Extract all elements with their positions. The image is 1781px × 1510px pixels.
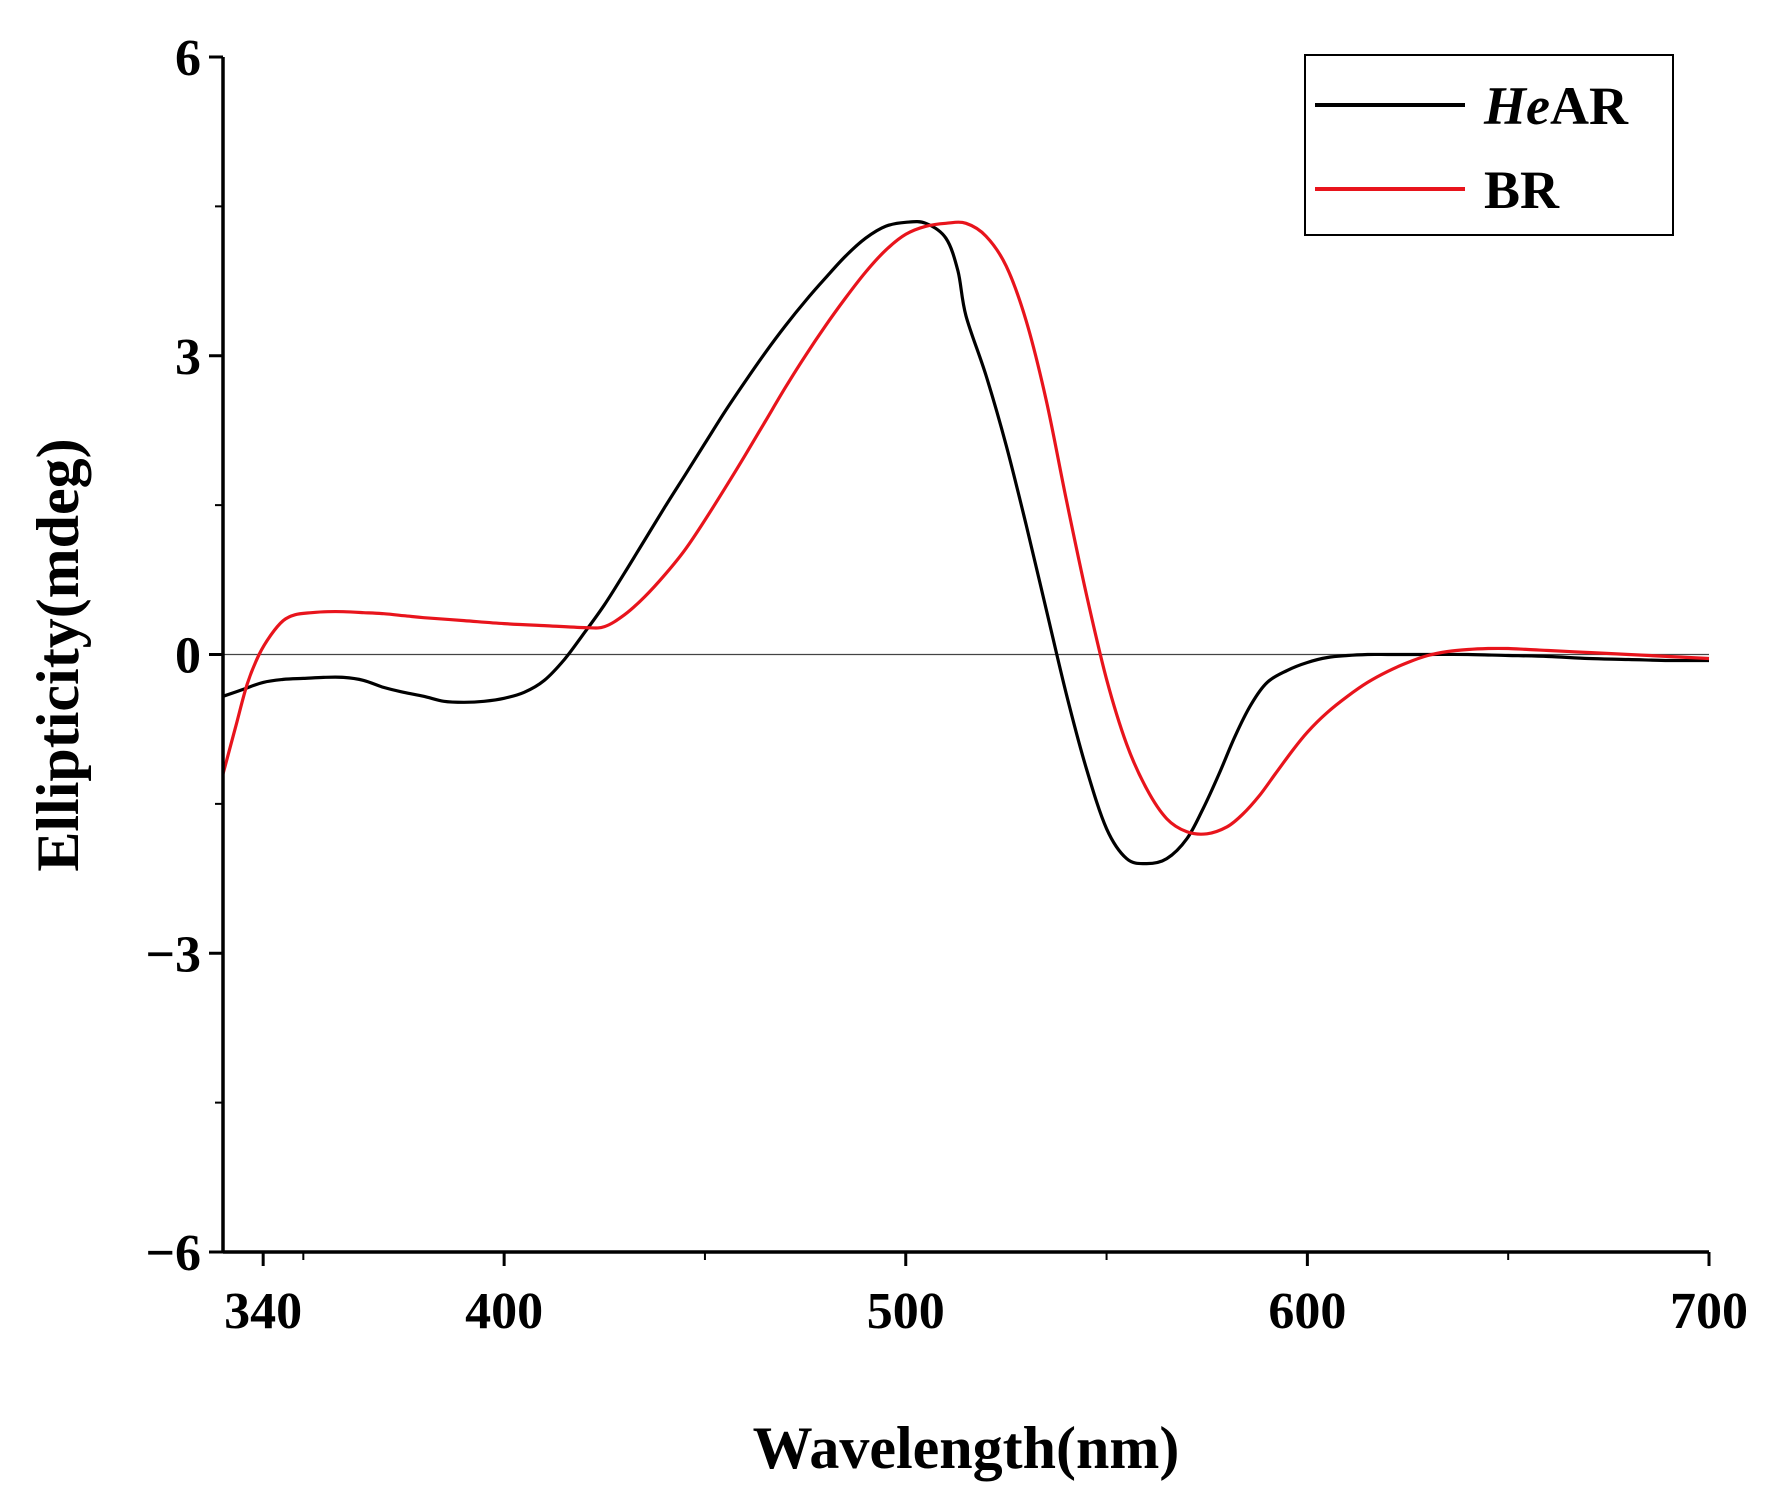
y-tick-label: 3 <box>175 329 201 386</box>
legend-box <box>1304 54 1674 236</box>
legend-label-br-rest: BR <box>1484 160 1560 220</box>
x-tick-label: 400 <box>465 1283 543 1340</box>
legend-label-hear: HeAR <box>1483 76 1629 136</box>
y-tick-label: 6 <box>175 30 201 87</box>
legend-label-hear-rest: AR <box>1550 76 1629 136</box>
x-tick-label: 340 <box>224 1283 302 1340</box>
series-layer <box>221 220 1710 866</box>
x-axis-title: Wavelength(nm) <box>753 1415 1180 1481</box>
x-tick-label: 700 <box>1670 1283 1748 1340</box>
ticks-layer: 340 400 500 600 700 −6 −3 0 3 6 <box>145 30 1748 1340</box>
legend-label-hear-italic: He <box>1483 76 1550 136</box>
y-tick-label: 0 <box>175 628 201 685</box>
legend-label-br: BR <box>1484 160 1560 220</box>
series-line-br <box>221 220 1710 836</box>
x-tick-label: 500 <box>867 1283 945 1340</box>
series-line-hear <box>222 220 1710 866</box>
y-axis-title: Ellipticity(mdeg) <box>25 438 91 871</box>
y-tick-label: −6 <box>145 1225 201 1282</box>
x-tick-label: 600 <box>1268 1283 1346 1340</box>
legend: HeAR BR <box>1304 54 1674 236</box>
y-tick-label: −3 <box>145 926 201 983</box>
